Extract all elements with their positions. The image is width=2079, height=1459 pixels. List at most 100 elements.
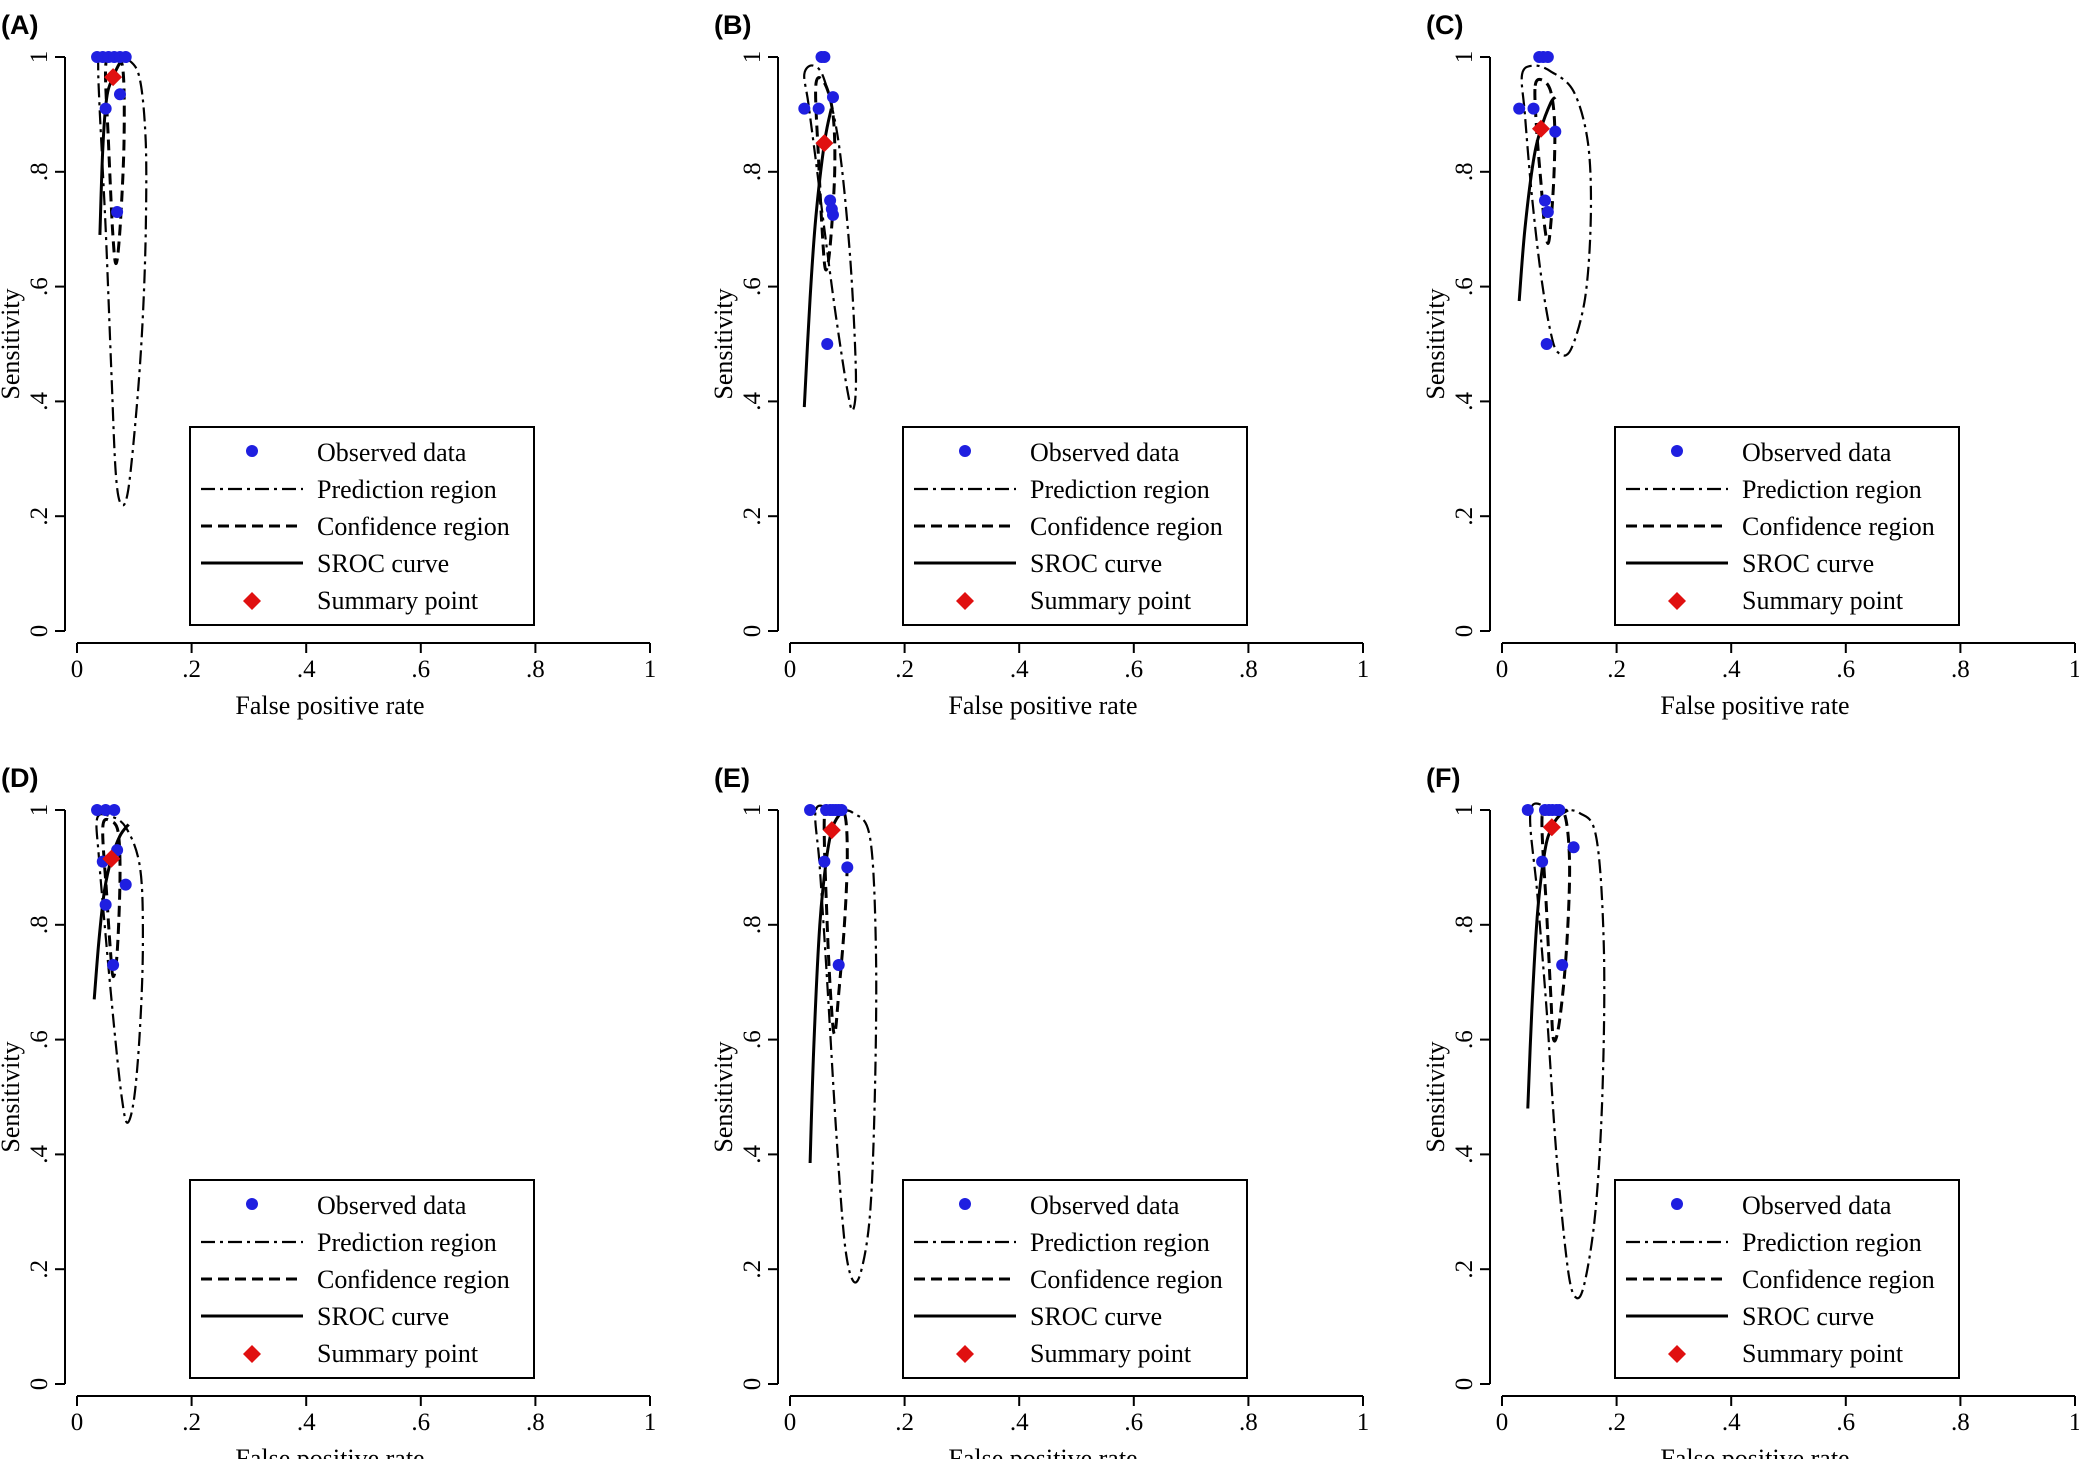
legend-prediction-label: Prediction region: [1030, 475, 1210, 504]
legend-summary-label: Summary point: [317, 586, 479, 615]
legend: Observed data Prediction region Confidence…: [1614, 1179, 1960, 1379]
x-axis-title: False positive rate: [1660, 1444, 1849, 1459]
x-tick-label: 0: [1496, 1409, 1509, 1436]
x-tick-label: .6: [1124, 656, 1143, 683]
panel-f: (F) 0 .2 .4 .6 .8 1 0 .2 .4 .6 .8 1 False positive ra…: [1421, 763, 2079, 1459]
x-tick-label: .8: [526, 656, 545, 683]
legend-sroc-label: SROC curve: [317, 1302, 449, 1331]
y-tick-label: 1: [739, 51, 766, 64]
y-tick-label: .4: [739, 1145, 766, 1164]
legend-confidence-label: Confidence region: [1030, 512, 1223, 541]
panel-label: (F): [1426, 763, 1460, 793]
observed-point: [812, 102, 825, 115]
legend-observed-label: Observed data: [317, 438, 467, 467]
observed-point: [119, 878, 132, 891]
legend-summary-label: Summary point: [1030, 1339, 1192, 1368]
legend-summary-marker: [1668, 1345, 1686, 1363]
y-tick-label: 0: [739, 1378, 766, 1391]
y-tick-label: .2: [739, 507, 766, 526]
y-tick-label: .6: [26, 277, 53, 296]
x-tick-label: .8: [1951, 656, 1970, 683]
observed-point: [91, 804, 104, 816]
y-tick-label: .4: [26, 1145, 53, 1164]
x-axis-title: False positive rate: [235, 691, 424, 720]
observed-point: [826, 208, 839, 221]
x-tick-label: .8: [526, 1409, 545, 1436]
x-tick-label: .6: [1836, 1409, 1855, 1436]
panel-d: (D) 0 .2 .4 .6 .8 1 0 .2 .4 .6 .8 1 False positive ra…: [0, 763, 656, 1459]
y-tick-label: .8: [1451, 915, 1478, 934]
observed-point: [818, 855, 831, 868]
legend-box: [1614, 1179, 1960, 1379]
legend-confidence-label: Confidence region: [1742, 1265, 1935, 1294]
y-tick-label: .4: [739, 392, 766, 411]
y-tick-label: .2: [739, 1260, 766, 1279]
sroc-curve: [92, 823, 130, 1000]
observed-point: [99, 898, 112, 911]
legend: Observed data Prediction region Confidence…: [902, 1179, 1248, 1379]
x-tick-label: 0: [784, 656, 797, 683]
legend-observed-marker: [1671, 445, 1683, 457]
legend-observed-label: Observed data: [1742, 438, 1892, 467]
y-tick-label: .2: [26, 507, 53, 526]
legend: Observed data Prediction region Confidence…: [902, 426, 1248, 626]
legend-observed-label: Observed data: [1030, 1191, 1180, 1220]
x-tick-label: .4: [1010, 1409, 1029, 1436]
x-tick-label: .4: [1010, 656, 1029, 683]
y-tick-label: 0: [739, 625, 766, 638]
y-tick-label: .6: [739, 1030, 766, 1049]
legend-confidence-label: Confidence region: [317, 1265, 510, 1294]
observed-point: [108, 804, 121, 816]
legend-box: [189, 1179, 535, 1379]
observed-point: [119, 51, 132, 63]
x-tick-label: .6: [411, 1409, 430, 1436]
legend-box: [902, 426, 1248, 626]
observed-point: [99, 804, 112, 816]
legend-summary-label: Summary point: [1030, 586, 1192, 615]
y-tick-label: .6: [739, 277, 766, 296]
legend-sroc-label: SROC curve: [1742, 1302, 1874, 1331]
summary-point: [102, 849, 121, 868]
x-tick-label: 0: [71, 656, 84, 683]
panel-a: (A) 0 .2 .4 .6 .8 1 0 .2 .4 .6 .8 1 False positive ra…: [0, 10, 656, 720]
observed-point: [835, 804, 848, 816]
observed-point: [1541, 51, 1554, 63]
confidence-region: [822, 804, 849, 1036]
y-axis-title: Sensitivity: [0, 1041, 25, 1152]
legend-sroc-label: SROC curve: [1030, 549, 1162, 578]
x-tick-label: 1: [1357, 1409, 1370, 1436]
y-axis-title: Sensitivity: [709, 1041, 738, 1152]
y-tick-label: 0: [26, 1378, 53, 1391]
legend-observed-marker: [959, 1198, 971, 1210]
legend-summary-marker: [243, 592, 261, 610]
panel-label: (E): [714, 763, 750, 793]
x-tick-label: 0: [71, 1409, 84, 1436]
prediction-region: [1520, 64, 1593, 357]
legend-summary-marker: [1668, 592, 1686, 610]
x-axis-title: False positive rate: [1660, 691, 1849, 720]
sroc-curve: [1517, 96, 1557, 302]
x-tick-label: .4: [297, 656, 316, 683]
observed-point: [111, 205, 124, 218]
prediction-region: [97, 54, 148, 507]
y-tick-label: 1: [1451, 51, 1478, 64]
x-tick-label: .2: [1607, 656, 1626, 683]
legend-summary-marker: [243, 1345, 261, 1363]
observed-point: [1553, 804, 1566, 816]
x-tick-label: .4: [297, 1409, 316, 1436]
y-tick-label: .4: [1451, 1145, 1478, 1164]
y-tick-label: .4: [26, 392, 53, 411]
y-tick-label: .8: [26, 162, 53, 181]
prediction-region: [1529, 802, 1606, 1300]
observed-point: [821, 338, 834, 350]
legend-prediction-label: Prediction region: [1742, 1228, 1922, 1257]
y-tick-label: .6: [26, 1030, 53, 1049]
observed-point: [804, 804, 817, 816]
observed-point: [1513, 102, 1526, 115]
x-tick-label: 0: [1496, 656, 1509, 683]
observed-point: [1527, 102, 1540, 115]
summary-point: [1542, 818, 1561, 837]
y-tick-label: .2: [1451, 1260, 1478, 1279]
x-tick-label: 1: [644, 656, 657, 683]
observed-point: [798, 102, 811, 115]
